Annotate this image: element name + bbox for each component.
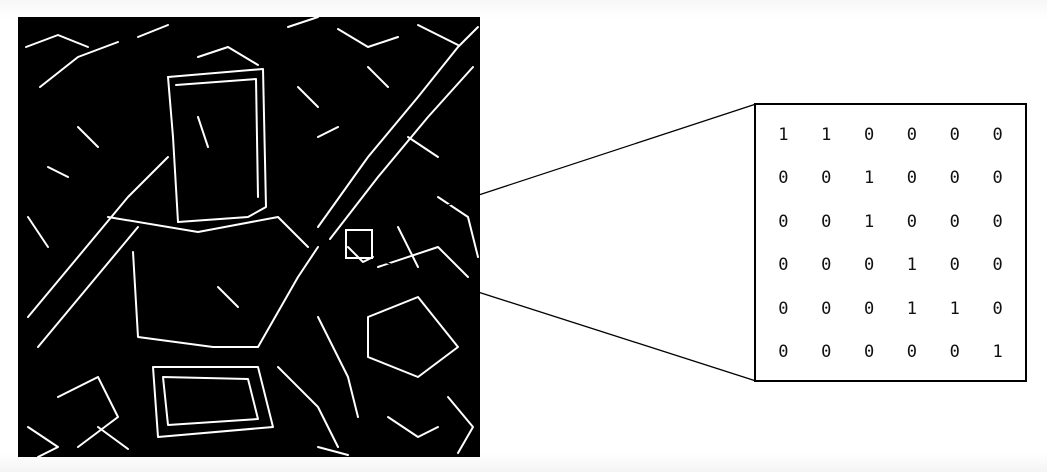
matrix-cell: 0 (778, 342, 789, 363)
zoom-box (345, 229, 373, 259)
binary-matrix: 1 1 0 0 0 0 0 0 1 0 0 0 0 0 1 0 0 0 0 0 0 1 0 0 0 0 0 1 1 0 0 0 0 0 0 1 (754, 103, 1027, 382)
matrix-cell: 0 (949, 255, 960, 276)
matrix-cell: 0 (821, 298, 832, 319)
matrix-cell: 0 (778, 211, 789, 232)
matrix-cell: 1 (949, 298, 960, 319)
matrix-cell: 0 (863, 255, 875, 276)
matrix-cell: 0 (992, 298, 1003, 319)
matrix-cell: 0 (863, 298, 875, 319)
matrix-cell: 0 (863, 124, 875, 145)
connector-line-bottom (371, 257, 757, 382)
matrix-cell: 0 (821, 342, 832, 363)
matrix-cell: 0 (906, 211, 918, 232)
edge-detected-image (18, 17, 480, 457)
matrix-cell: 0 (778, 255, 789, 276)
connector-line-top (371, 103, 757, 231)
matrix-cell: 0 (949, 211, 960, 232)
matrix-cell: 0 (906, 168, 918, 189)
matrix-cell: 0 (906, 124, 918, 145)
matrix-cell: 0 (949, 342, 960, 363)
matrix-cell: 0 (863, 342, 875, 363)
matrix-cell: 1 (906, 298, 918, 319)
matrix-cell: 0 (821, 211, 832, 232)
matrix-cell: 0 (821, 168, 832, 189)
matrix-cell: 0 (778, 168, 789, 189)
matrix-cell: 0 (778, 298, 789, 319)
matrix-cell: 0 (992, 124, 1003, 145)
matrix-cell: 1 (863, 168, 875, 189)
matrix-cell: 0 (992, 211, 1003, 232)
matrix-cell: 0 (992, 168, 1003, 189)
matrix-cell: 1 (906, 255, 918, 276)
matrix-cell: 0 (906, 342, 918, 363)
matrix-cell: 1 (863, 211, 875, 232)
matrix-cell: 0 (949, 124, 960, 145)
matrix-cell: 1 (821, 124, 832, 145)
matrix-cell: 1 (992, 342, 1003, 363)
matrix-cell: 0 (821, 255, 832, 276)
matrix-cell: 1 (778, 124, 789, 145)
matrix-cell: 0 (992, 255, 1003, 276)
matrix-cell: 0 (949, 168, 960, 189)
